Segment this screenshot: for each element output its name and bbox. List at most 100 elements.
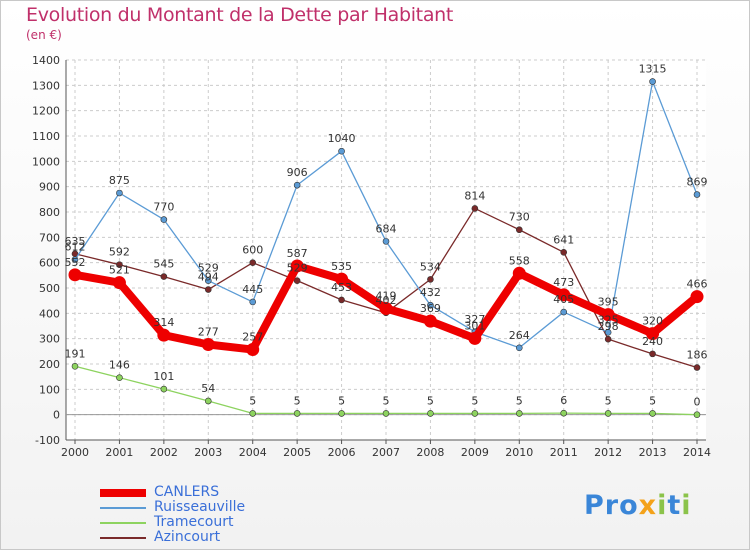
- data-label-ruisseauville: 264: [509, 329, 530, 342]
- x-tick-label: 2001: [105, 446, 133, 459]
- legend-item-tramecourt: Tramecourt: [100, 515, 245, 530]
- data-point-tramecourt: [160, 385, 168, 393]
- data-label-tramecourt: 146: [109, 359, 130, 372]
- y-tick-label: 900: [39, 181, 60, 194]
- data-point-tramecourt: [515, 410, 523, 417]
- data-label-tramecourt: 101: [153, 370, 174, 383]
- x-tick-label: 2007: [372, 446, 400, 459]
- x-tick-label: 2014: [683, 446, 711, 459]
- data-label-azincourt: 592: [109, 246, 130, 259]
- x-tick-label: 2008: [416, 446, 444, 459]
- data-label-ruisseauville: 432: [420, 286, 441, 299]
- data-label-azincourt: 529: [287, 262, 308, 275]
- legend-label-ruisseauville: Ruisseauville: [154, 499, 246, 515]
- data-label-azincourt: 730: [509, 211, 530, 224]
- data-label-ruisseauville: 684: [376, 222, 397, 235]
- x-tick-label: 2009: [461, 446, 489, 459]
- legend-swatch-ruisseauville: [100, 506, 146, 509]
- data-point-ruisseauville: [515, 344, 523, 352]
- data-point-azincourt: [427, 276, 434, 283]
- x-tick-label: 2002: [150, 446, 178, 459]
- data-point-tramecourt: [116, 374, 123, 381]
- data-point-azincourt: [338, 296, 345, 304]
- data-point-ruisseauville: [293, 181, 301, 189]
- y-tick-label: 400: [39, 307, 60, 320]
- legend-swatch-azincourt: [100, 536, 146, 539]
- data-label-canlers: 521: [109, 264, 130, 277]
- y-tick-label: 200: [39, 358, 60, 371]
- data-point-tramecourt: [249, 410, 257, 417]
- data-label-azincourt: 402: [376, 294, 397, 307]
- x-tick-label: 2012: [594, 446, 622, 459]
- data-label-ruisseauville: 906: [287, 166, 308, 179]
- data-point-azincourt: [693, 364, 701, 371]
- data-point-canlers: [157, 328, 171, 342]
- y-tick-label: 1300: [32, 79, 60, 92]
- data-point-tramecourt: [71, 362, 79, 370]
- legend-label-canlers: CANLERS: [154, 484, 220, 500]
- data-label-azincourt: 641: [553, 233, 574, 246]
- data-point-canlers: [423, 314, 437, 328]
- data-point-canlers: [601, 308, 615, 322]
- data-label-ruisseauville: 327: [464, 313, 485, 326]
- data-label-canlers: 369: [420, 302, 441, 315]
- y-tick-label: 600: [39, 257, 60, 270]
- data-point-tramecourt: [604, 410, 612, 417]
- y-tick-label: 0: [53, 409, 60, 422]
- data-label-tramecourt: 5: [249, 394, 256, 407]
- data-point-tramecourt: [293, 410, 301, 417]
- legend: CANLERS Ruisseauville Tramecourt Azincou…: [100, 485, 245, 545]
- y-tick-label: 700: [39, 231, 60, 244]
- legend-swatch-canlers: [100, 488, 146, 497]
- data-label-tramecourt: 191: [65, 347, 86, 360]
- chart-title: Evolution du Montant de la Dette par Hab…: [26, 4, 454, 26]
- data-point-canlers: [690, 290, 704, 304]
- data-point-canlers: [379, 302, 393, 316]
- legend-label-azincourt: Azincourt: [154, 529, 221, 545]
- chart-unit: (en €): [26, 28, 62, 42]
- y-tick-label: 100: [39, 383, 60, 396]
- data-point-canlers: [290, 259, 304, 273]
- data-label-azincourt: 635: [65, 235, 86, 248]
- data-point-tramecourt: [204, 397, 212, 405]
- data-point-tramecourt: [693, 411, 701, 418]
- data-point-tramecourt: [649, 410, 656, 417]
- data-label-azincourt: 186: [687, 349, 708, 362]
- data-point-azincourt: [116, 261, 123, 268]
- y-tick-label: 800: [39, 206, 60, 219]
- data-label-canlers: 314: [153, 316, 174, 329]
- data-point-azincourt: [471, 205, 479, 212]
- x-tick-label: 2013: [639, 446, 667, 459]
- legend-label-tramecourt: Tramecourt: [154, 514, 234, 530]
- data-point-canlers: [646, 327, 660, 341]
- data-label-canlers: 277: [198, 325, 219, 338]
- data-point-ruisseauville: [560, 308, 568, 316]
- x-tick-label: 2004: [239, 446, 267, 459]
- data-point-canlers: [112, 276, 126, 290]
- data-label-ruisseauville: 529: [198, 262, 219, 275]
- data-label-tramecourt: 6: [560, 394, 567, 407]
- data-point-canlers: [335, 272, 349, 286]
- x-tick-label: 2011: [550, 446, 578, 459]
- data-point-ruisseauville: [116, 189, 123, 197]
- data-label-canlers: 301: [464, 319, 485, 332]
- data-label-azincourt: 545: [153, 258, 174, 271]
- data-label-tramecourt: 5: [427, 394, 434, 407]
- data-point-ruisseauville: [160, 216, 168, 223]
- data-label-tramecourt: 0: [694, 396, 701, 409]
- data-label-canlers: 535: [331, 260, 352, 273]
- data-label-ruisseauville: 875: [109, 174, 130, 187]
- data-point-ruisseauville: [693, 191, 701, 198]
- data-label-azincourt: 494: [198, 271, 219, 284]
- data-point-canlers: [557, 288, 571, 302]
- x-tick-label: 2000: [61, 446, 89, 459]
- data-point-ruisseauville: [382, 238, 390, 245]
- legend-item-ruisseauville: Ruisseauville: [100, 500, 245, 515]
- data-point-ruisseauville: [649, 78, 656, 85]
- data-point-azincourt: [560, 248, 568, 256]
- data-point-tramecourt: [560, 409, 568, 417]
- y-tick-label: 1000: [32, 155, 60, 168]
- data-point-ruisseauville: [427, 301, 434, 309]
- data-label-tramecourt: 5: [605, 394, 612, 407]
- data-point-canlers: [512, 266, 526, 280]
